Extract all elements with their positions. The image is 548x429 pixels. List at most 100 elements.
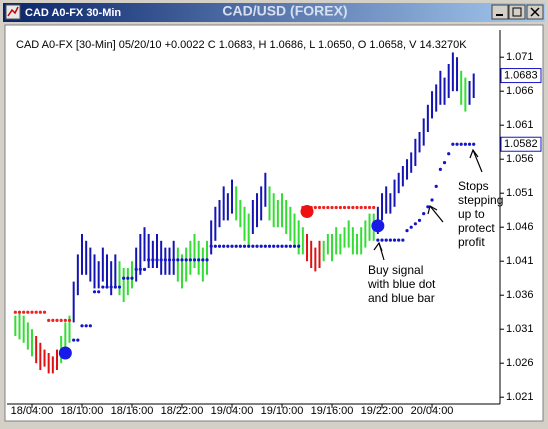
stop-dot (272, 244, 276, 248)
stop-dot (251, 244, 255, 248)
icon-glyph (7, 6, 19, 17)
price-label-box (500, 68, 542, 84)
stop-dot (380, 238, 384, 242)
chart-subtitle: CAD A0-FX [30-Min] 05/20/10 +0.0022 C 1.… (16, 39, 467, 51)
stop-dot (13, 310, 17, 314)
y-tick-label: 1.031 (506, 323, 534, 335)
arrow-head (469, 148, 479, 159)
stop-dot (188, 258, 192, 262)
annotation: and blue bar (368, 291, 435, 305)
stop-dot (117, 285, 122, 289)
arrow (472, 149, 483, 173)
y-tick-label: 1.071 (506, 51, 534, 63)
stop-dot (413, 222, 417, 226)
stop-dot (351, 205, 355, 210)
maximize-button[interactable] (508, 4, 526, 20)
stop-dot (226, 244, 230, 248)
y-tick-label: 1.021 (506, 391, 534, 403)
stop-dot (234, 244, 238, 248)
signal-dot (300, 205, 314, 219)
stop-dot (397, 238, 401, 242)
stop-dot (255, 244, 259, 248)
stop-dot (263, 244, 267, 248)
stop-dot (180, 258, 184, 262)
title-bar (3, 3, 545, 22)
stop-dot (292, 244, 297, 248)
close-glyph (530, 7, 540, 17)
stop-dot (59, 318, 63, 322)
stop-dot (47, 318, 51, 322)
stop-dot (472, 142, 476, 146)
stop-dot (322, 205, 326, 210)
stop-dot (147, 258, 151, 262)
stop-dot (438, 167, 442, 171)
y-tick-label: 1.056 (506, 153, 534, 165)
stop-dot (176, 258, 180, 262)
y-tick-label: 1.026 (506, 357, 534, 369)
arrow (429, 205, 444, 223)
stop-dot (451, 142, 455, 146)
stop-dot (447, 152, 451, 156)
y-tick-label: 1.036 (506, 289, 534, 301)
stop-dot (109, 285, 113, 289)
stop-dot (134, 267, 138, 271)
stop-dot (130, 276, 134, 280)
stop-dot (401, 238, 405, 242)
arrows (373, 148, 483, 261)
stop-dot (284, 244, 288, 248)
stop-dot (355, 205, 359, 210)
stop-dot (76, 338, 80, 342)
x-tick-label: 18/10:00 (61, 405, 104, 417)
stop-dot (88, 324, 92, 328)
stop-dot (84, 324, 88, 328)
stop-dot (80, 324, 84, 328)
stop-dot (101, 285, 105, 289)
stop-dot (409, 225, 413, 229)
x-tick-label: 20/04:00 (411, 405, 454, 417)
stop-dot (38, 310, 42, 314)
stop-dot (222, 244, 226, 248)
stop-dot (26, 310, 30, 314)
x-tick-label: 19/16:00 (311, 405, 354, 417)
stop-dot (359, 205, 363, 210)
annotation: profit (458, 235, 485, 249)
annotation: protect (458, 221, 495, 235)
stop-dot (159, 258, 163, 262)
y-tick-label: 1.041 (506, 255, 534, 267)
stop-dot (388, 238, 392, 242)
annotation: up to (458, 207, 485, 221)
window-title: CAD A0-FX 30-Min (25, 7, 121, 19)
stop-dot (326, 205, 330, 210)
stop-dot (138, 267, 142, 271)
stop-dot (34, 310, 38, 314)
stop-dot (105, 285, 109, 289)
stop-dot (97, 290, 101, 294)
stop-dot (113, 285, 117, 289)
x-tick-label: 18/22:00 (161, 405, 204, 417)
stop-dot (422, 212, 426, 216)
stop-dot (392, 238, 397, 242)
y-tick-label: 1.066 (506, 85, 534, 97)
annotation: with blue dot (367, 277, 436, 291)
stop-dot (405, 229, 409, 233)
stop-dot (434, 184, 438, 188)
stop-dot (338, 205, 342, 210)
arrow-head (373, 241, 383, 252)
stop-dot (455, 142, 459, 146)
stop-dot (142, 267, 147, 271)
x-tick-label: 19/22:00 (361, 405, 404, 417)
stop-dot (238, 244, 242, 248)
stop-dot (213, 244, 217, 248)
stop-dot (151, 258, 155, 262)
stop-dot (267, 244, 272, 248)
chart-title: CAD/USD (FOREX) (222, 3, 347, 19)
stop-dot (51, 318, 55, 322)
minimize-button[interactable] (491, 4, 509, 20)
stop-dot (363, 205, 367, 210)
annotation: stepping (458, 193, 503, 207)
signal-dot (371, 219, 385, 233)
stop-dot (163, 258, 167, 262)
stop-dot (384, 238, 388, 242)
stop-dot (317, 205, 322, 210)
